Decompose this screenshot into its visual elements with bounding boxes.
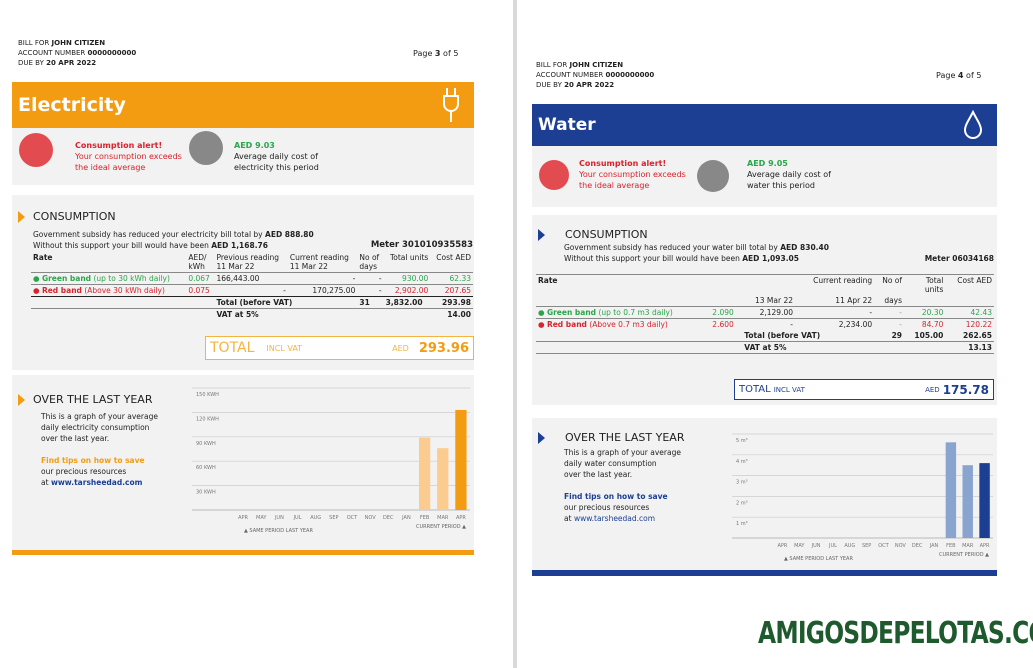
x-tick-label: APR	[980, 543, 990, 549]
section-title: Water	[538, 115, 596, 135]
footer-bar	[532, 570, 997, 576]
y-tick-label: 120 KWH	[196, 416, 219, 422]
y-tick-label: 1 m³	[736, 521, 748, 527]
x-tick-label: NOV	[365, 515, 377, 521]
water-page: BILL FOR JOHN CITIZEN ACCOUNT NUMBER 000…	[517, 0, 1033, 668]
electricity-bar-chart: 30 KWH 60 KWH 90 KWH 120 KWH 150 KWH APR MAY JU…	[192, 387, 470, 534]
bar	[945, 442, 957, 538]
grand-total: TOTAL INCL VAT AED 293.96	[205, 336, 474, 360]
tarsheedad-link[interactable]: www.tarsheedad.com	[573, 514, 656, 523]
x-tick-label: JAN	[401, 515, 411, 521]
x-tick-label: JUL	[293, 515, 302, 521]
graph-box: OVER THE LAST YEAR This is a graph of yo…	[532, 418, 997, 570]
consumption-table: Rate AED/kWh Previous reading 11 Mar 22 Curr…	[31, 253, 473, 319]
legend-last-year: ▲ SAME PERIOD LAST YEAR	[244, 528, 313, 534]
section-title-bar: Electricity	[12, 82, 474, 128]
x-tick-label: MAY	[256, 515, 267, 521]
x-tick-label: MAR	[437, 515, 449, 521]
x-tick-label: MAY	[794, 543, 805, 549]
y-tick-label: 4 m³	[736, 459, 748, 465]
consumption-box: CONSUMPTION Government subsidy has reduc…	[532, 215, 997, 405]
x-tick-label: JUL	[828, 543, 837, 549]
check-icon: ●	[33, 274, 40, 283]
leaf-icon	[539, 160, 569, 190]
section-title: Electricity	[18, 94, 126, 116]
alert-box: Consumption alert! Your consumption excee…	[12, 128, 474, 185]
table-row: ● Green band (up to 30 kWh daily) 0.067 16…	[31, 274, 473, 285]
table-row: ● Red band (Above 30 kWh daily) 0.075-170…	[31, 286, 473, 297]
x-tick-label: APR	[456, 515, 466, 521]
tarsheedad-link[interactable]: www.tarsheedad.com	[50, 478, 143, 487]
y-tick-label: 5 m³	[736, 438, 748, 444]
section-title-bar: Water	[532, 104, 997, 146]
x-tick-label: NOV	[895, 543, 907, 549]
y-tick-label: 3 m³	[736, 480, 748, 486]
legend-current: CURRENT PERIOD ▲	[416, 524, 466, 530]
x-tick-label: FEB	[946, 543, 956, 549]
grand-total: TOTAL INCL VAT AED 175.78	[734, 379, 994, 400]
graph-icon	[189, 131, 223, 165]
x-tick-label: OCT	[878, 543, 889, 549]
x-tick-label: OCT	[347, 515, 358, 521]
x-tick-label: JUN	[811, 543, 821, 549]
graph-icon	[697, 160, 729, 192]
y-tick-label: 60 KWH	[196, 465, 216, 471]
bar	[455, 409, 467, 510]
bar	[979, 463, 990, 538]
x-tick-label: SEP	[329, 515, 338, 521]
bar	[962, 465, 973, 538]
consumption-box: CONSUMPTION Government subsidy has reduc…	[12, 195, 474, 370]
x-tick-label: AUG	[844, 543, 855, 549]
x-tick-label: JAN	[929, 543, 939, 549]
y-tick-label: 2 m³	[736, 500, 748, 506]
exclamation-icon: ●	[538, 320, 545, 329]
y-tick-label: 90 KWH	[196, 441, 216, 447]
legend-last-year: ▲ SAME PERIOD LAST YEAR	[784, 556, 853, 562]
page-number: Page 3 of 5	[413, 49, 459, 58]
check-icon: ●	[538, 308, 545, 317]
x-tick-label: JUN	[274, 515, 284, 521]
triangle-icon	[18, 210, 25, 223]
page-number: Page 4 of 5	[936, 71, 982, 80]
bill-header: BILL FOR JOHN CITIZEN ACCOUNT NUMBER 000…	[18, 39, 137, 67]
x-tick-label: SEP	[862, 543, 871, 549]
plug-icon	[443, 88, 459, 122]
x-tick-label: DEC	[912, 543, 923, 549]
leaf-icon	[19, 133, 53, 167]
exclamation-icon: ●	[33, 286, 40, 295]
y-tick-label: 150 KWH	[196, 392, 219, 398]
x-tick-label: DEC	[383, 515, 394, 521]
table-row: ● Red band (Above 0.7 m3 daily) 2.600-2,2…	[538, 320, 992, 329]
consumption-table: Rate Current reading No of Total units Cost A…	[536, 274, 994, 354]
y-tick-label: 30 KWH	[196, 490, 216, 496]
bar	[437, 448, 449, 510]
table-row: ● Green band (up to 0.7 m3 daily) 2.090 2,…	[536, 308, 994, 319]
alert-box: Consumption alert! Your consumption excee…	[532, 146, 997, 207]
x-tick-label: FEB	[420, 515, 430, 521]
bill-header: BILL FOR JOHN CITIZEN ACCOUNT NUMBER 000…	[536, 61, 655, 89]
x-tick-label: APR	[777, 543, 787, 549]
watermark: AMIGOSDEPELOTAS.COM	[758, 616, 1033, 651]
water-drop-icon	[963, 110, 983, 139]
footer-bar	[12, 550, 474, 555]
legend-current: CURRENT PERIOD ▲	[939, 552, 989, 558]
x-tick-label: APR	[238, 515, 248, 521]
electricity-page: BILL FOR JOHN CITIZEN ACCOUNT NUMBER 000…	[0, 0, 513, 668]
x-tick-label: MAR	[962, 543, 974, 549]
water-bar-chart: 1 m³ 2 m³ 3 m³ 4 m³ 5 m³ APR MAY JUN JUL AUG SEP OC…	[732, 433, 993, 562]
bar	[418, 437, 431, 510]
x-tick-label: AUG	[310, 515, 321, 521]
graph-box: OVER THE LAST YEAR This is a graph of yo…	[12, 375, 474, 550]
